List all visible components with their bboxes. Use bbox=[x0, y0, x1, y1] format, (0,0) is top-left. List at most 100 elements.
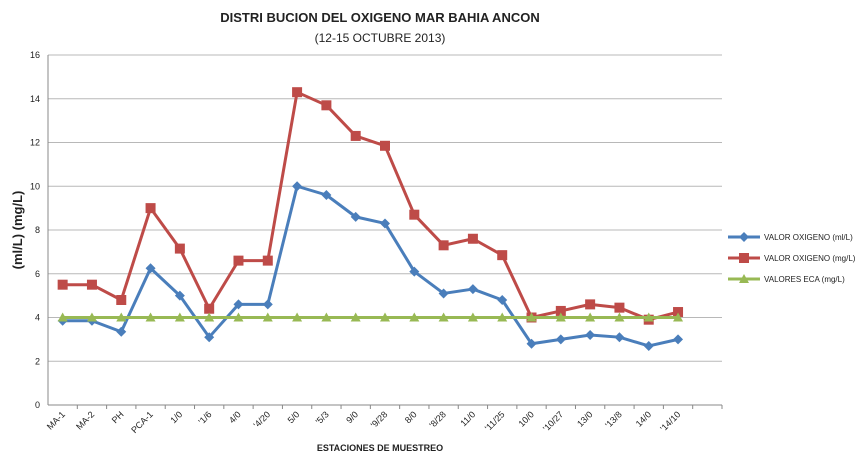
point bbox=[585, 312, 596, 322]
x-tick-label: PH bbox=[110, 409, 126, 425]
x-tick-label: '10/27 bbox=[541, 409, 565, 433]
x-tick-label: 13/0 bbox=[575, 409, 594, 428]
x-tick-label: 5/0 bbox=[286, 409, 302, 425]
point bbox=[116, 295, 127, 305]
x-tick-label: '4/20 bbox=[252, 409, 273, 430]
point bbox=[409, 312, 420, 322]
point bbox=[497, 312, 508, 322]
x-tick-label: '11/25 bbox=[483, 409, 507, 433]
point bbox=[204, 303, 215, 314]
point bbox=[350, 312, 361, 322]
legend-label: VALOR OXIGENO (ml/L) bbox=[764, 233, 853, 242]
point bbox=[145, 312, 156, 322]
y-tick-label: 10 bbox=[30, 181, 40, 191]
point bbox=[233, 299, 244, 310]
point bbox=[204, 312, 215, 322]
point bbox=[145, 203, 156, 214]
x-tick-label: 9/0 bbox=[344, 409, 360, 425]
series-line bbox=[62, 184, 679, 348]
point bbox=[57, 279, 68, 290]
point bbox=[643, 312, 654, 322]
x-tick-label: '14/10 bbox=[658, 409, 682, 433]
chart-title: DISTRI BUCION DEL OXIGENO MAR BAHIA ANCO… bbox=[220, 10, 539, 25]
point bbox=[262, 312, 273, 322]
point bbox=[739, 253, 749, 263]
point bbox=[321, 190, 332, 200]
point bbox=[739, 274, 749, 283]
x-tick-label: 4/0 bbox=[227, 409, 243, 425]
point bbox=[233, 312, 244, 322]
point bbox=[321, 312, 332, 322]
legend-label: VALOR OXIGENO (mg/L) bbox=[764, 254, 856, 263]
point bbox=[614, 302, 625, 313]
x-tick-label: PCA-1 bbox=[129, 409, 155, 435]
y-tick-label: 12 bbox=[30, 138, 40, 148]
point bbox=[262, 299, 273, 310]
x-tick-label: '1/6 bbox=[196, 409, 213, 426]
point bbox=[145, 263, 156, 274]
point bbox=[86, 312, 97, 322]
point bbox=[174, 290, 185, 301]
point bbox=[174, 312, 185, 322]
point bbox=[526, 338, 537, 349]
y-tick-label: 6 bbox=[35, 269, 40, 279]
x-tick-label: MA-2 bbox=[74, 409, 96, 431]
point bbox=[467, 233, 478, 244]
point bbox=[292, 87, 303, 98]
point bbox=[555, 305, 566, 316]
series-line bbox=[62, 90, 679, 322]
point bbox=[497, 295, 508, 305]
point bbox=[409, 209, 420, 220]
y-tick-label: 16 bbox=[30, 50, 40, 60]
point bbox=[585, 330, 596, 340]
point bbox=[438, 312, 449, 322]
point bbox=[673, 334, 684, 345]
point bbox=[380, 140, 390, 151]
x-tick-label: '9/28 bbox=[369, 409, 390, 430]
x-tick-label: '8/28 bbox=[427, 409, 448, 430]
point bbox=[86, 279, 97, 290]
point bbox=[438, 240, 449, 251]
point bbox=[174, 243, 185, 254]
y-axis-label: (ml/L) (mg/L) bbox=[10, 191, 25, 270]
x-tick-label: 1/0 bbox=[168, 409, 184, 425]
x-tick-label: 14/0 bbox=[634, 409, 653, 428]
point bbox=[116, 326, 127, 337]
chart-subtitle: (12-15 OCTUBRE 2013) bbox=[315, 31, 446, 45]
point bbox=[321, 100, 332, 111]
point bbox=[409, 266, 420, 277]
point bbox=[643, 340, 654, 351]
point bbox=[380, 218, 390, 229]
x-axis-label: ESTACIONES DE MUESTREO bbox=[317, 443, 443, 452]
point bbox=[585, 299, 596, 310]
point bbox=[555, 312, 566, 322]
y-tick-label: 14 bbox=[30, 94, 40, 104]
point bbox=[497, 250, 508, 261]
x-tick-label: 10/0 bbox=[516, 409, 535, 428]
point bbox=[57, 312, 68, 322]
point bbox=[350, 211, 361, 222]
point bbox=[292, 181, 303, 192]
point bbox=[673, 307, 684, 318]
point bbox=[614, 312, 625, 322]
legend-label: VALORES ECA (mg/L) bbox=[764, 275, 845, 284]
x-tick-label: MA-1 bbox=[45, 409, 67, 431]
x-tick-label: 11/0 bbox=[458, 409, 477, 428]
point bbox=[204, 332, 215, 343]
x-tick-label: '13/8 bbox=[603, 409, 624, 430]
point bbox=[262, 255, 273, 266]
x-tick-label: 8/0 bbox=[403, 409, 419, 425]
point bbox=[350, 130, 361, 141]
point bbox=[614, 332, 625, 343]
point bbox=[380, 312, 390, 322]
point bbox=[673, 312, 684, 322]
y-tick-label: 0 bbox=[35, 400, 40, 410]
point bbox=[116, 312, 127, 322]
point bbox=[292, 312, 303, 322]
point bbox=[233, 255, 244, 266]
y-tick-label: 8 bbox=[35, 225, 40, 235]
point bbox=[555, 334, 566, 345]
point bbox=[739, 232, 749, 242]
point bbox=[467, 312, 478, 322]
